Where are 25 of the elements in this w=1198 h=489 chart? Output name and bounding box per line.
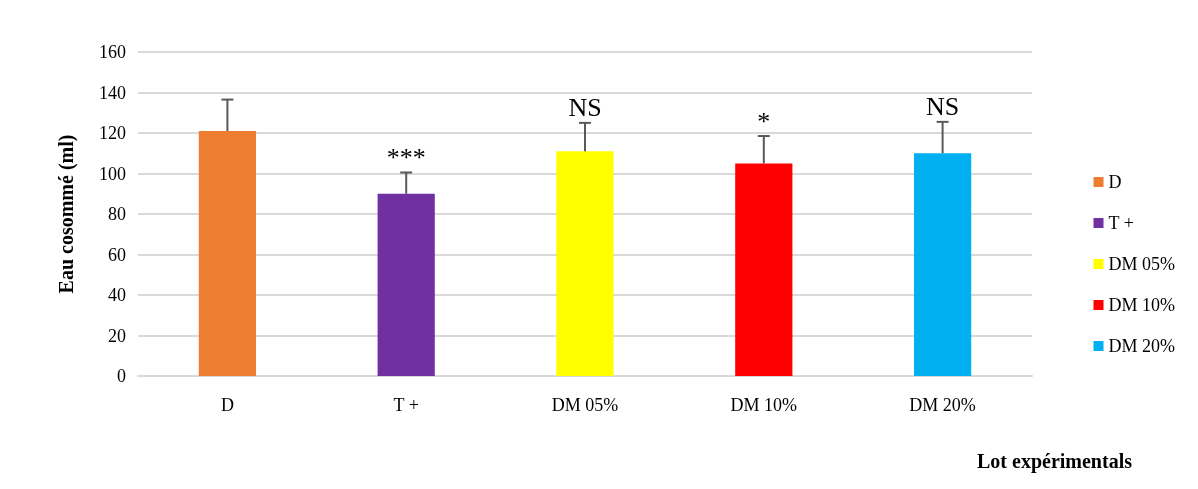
annotation: NS bbox=[925, 92, 960, 122]
legend-label: T + bbox=[1108, 213, 1134, 233]
y-tick-label: 0 bbox=[117, 366, 126, 386]
annotation: NS bbox=[568, 93, 602, 123]
y-tick-label: 60 bbox=[108, 244, 126, 265]
legend-label: DM 10% bbox=[1108, 295, 1176, 315]
annotation: *** bbox=[386, 142, 426, 172]
x-tick-label: DM 05% bbox=[551, 395, 619, 415]
y-tick-label: 160 bbox=[99, 42, 126, 62]
y-tick-label: 120 bbox=[99, 123, 126, 143]
x-tick-label: DM 20% bbox=[909, 395, 976, 415]
y-tick-label: 40 bbox=[108, 285, 126, 305]
x-axis-title: Lot expérimentals bbox=[977, 450, 1133, 473]
y-tick-label: 20 bbox=[108, 325, 126, 346]
x-tick-label: DM 10% bbox=[730, 395, 798, 415]
annotation: * bbox=[757, 106, 771, 136]
y-tick-label: 140 bbox=[99, 82, 126, 103]
legend-label: DM 20% bbox=[1108, 336, 1176, 356]
legend-label: DM 05% bbox=[1108, 254, 1176, 274]
y-axis-title: Eau cosommé (ml) bbox=[55, 134, 78, 294]
x-tick-label: T + bbox=[393, 395, 419, 415]
y-tick-label: 100 bbox=[99, 163, 126, 184]
x-tick-label: D bbox=[220, 395, 234, 415]
legend-label: D bbox=[1108, 172, 1122, 192]
y-tick-label: 80 bbox=[108, 204, 126, 224]
